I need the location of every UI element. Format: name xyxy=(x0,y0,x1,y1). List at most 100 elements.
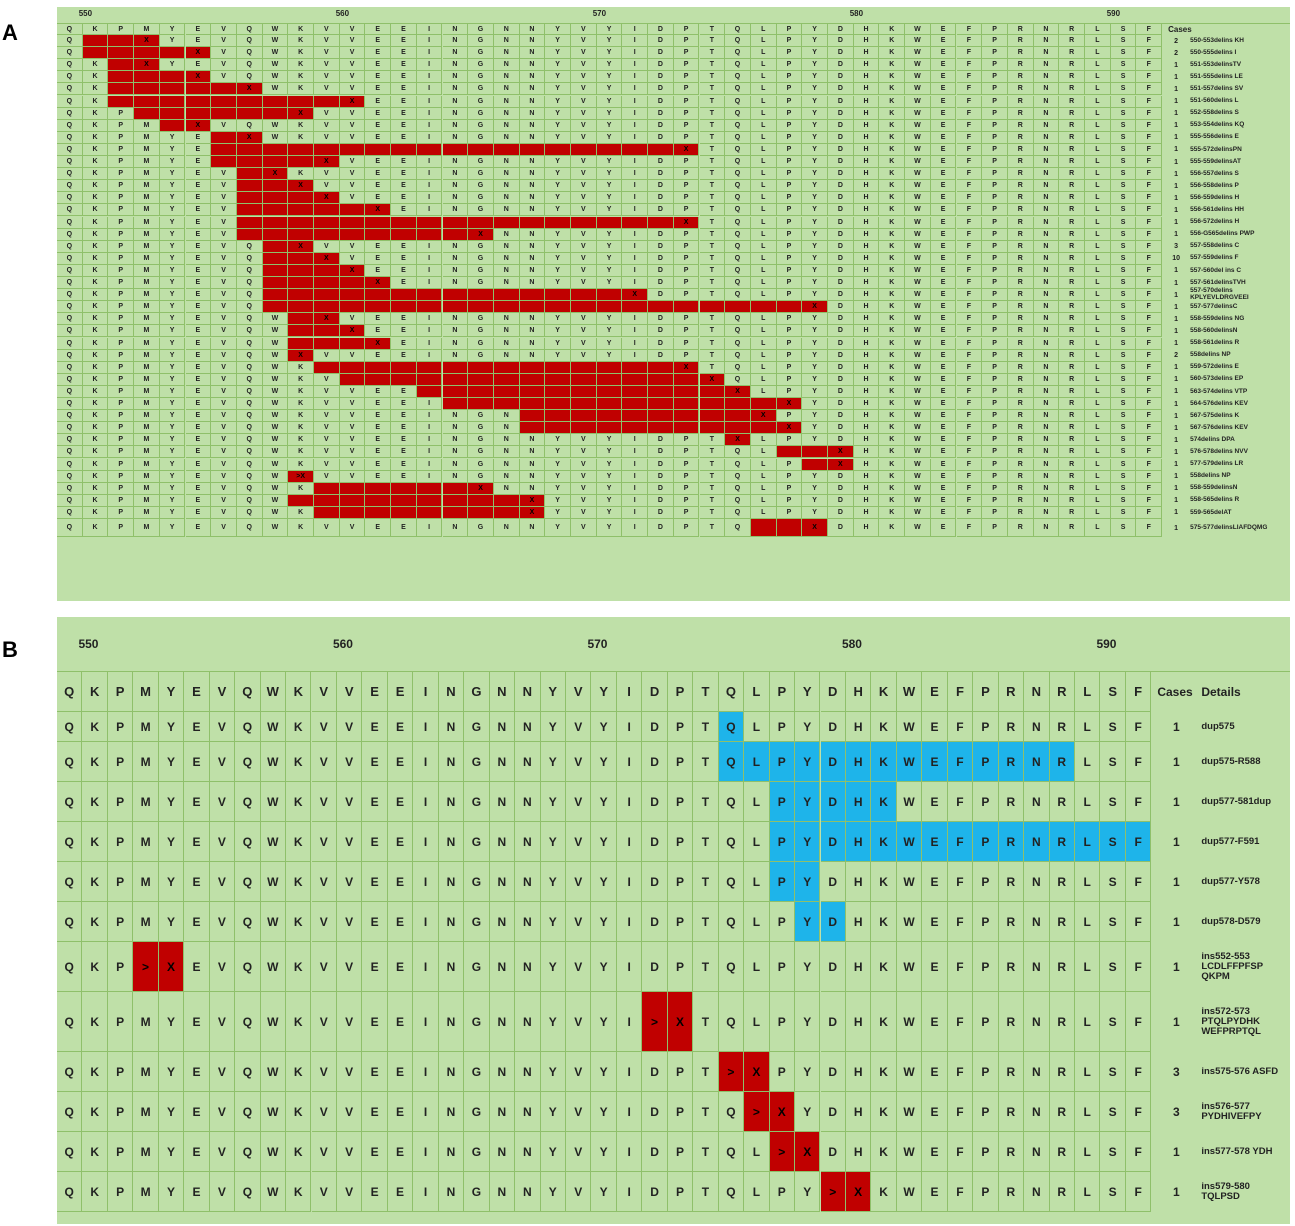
residue-cell: E xyxy=(185,434,212,447)
residue-cell: N xyxy=(493,156,520,169)
residue-cell: Q xyxy=(725,277,751,290)
deleted-residue: – xyxy=(519,410,546,423)
deleted-residue: – xyxy=(545,410,571,423)
residue-cell: P xyxy=(107,1092,134,1132)
residue-cell: E xyxy=(185,494,212,507)
residue-cell: V xyxy=(209,712,236,742)
residue-cell: Q xyxy=(57,277,83,290)
residue-cell: P xyxy=(776,506,803,519)
deleted-residue: – xyxy=(108,35,135,48)
residue-cell: Q xyxy=(725,458,751,471)
residue-cell: N xyxy=(515,822,541,862)
residue-cell: I xyxy=(616,822,643,862)
residue-cell: V xyxy=(566,782,592,822)
residue-cell: N xyxy=(442,240,469,253)
deleted-residue: – xyxy=(159,107,186,120)
residue-cell: V xyxy=(314,373,340,386)
residue-cell: Y xyxy=(545,252,571,265)
residue-cell: Q xyxy=(236,361,263,374)
deleted-residue: – xyxy=(108,95,135,108)
deleted-residue: – xyxy=(493,494,520,507)
residue-cell: Y xyxy=(159,385,186,398)
residue-cell: N xyxy=(442,35,469,48)
residue-cell: F xyxy=(1125,942,1152,992)
residue-cell: R xyxy=(1007,83,1034,96)
residue-cell: F xyxy=(956,385,983,398)
residue-cell: N xyxy=(1033,264,1060,277)
residue-cell: V xyxy=(311,742,337,782)
residue-cell: E xyxy=(930,83,957,96)
deleted-residue: – xyxy=(262,192,289,205)
residue-cell: F xyxy=(1136,119,1163,132)
residue-cell: N xyxy=(519,446,546,459)
residue-cell: Y xyxy=(540,822,566,862)
residue-cell: E xyxy=(362,942,388,992)
residue-cell: R xyxy=(1059,470,1085,483)
residue-cell: I xyxy=(622,252,649,265)
residue-cell: E xyxy=(185,240,212,253)
deleted-residue: X xyxy=(365,204,392,217)
residue-cell: H xyxy=(853,422,880,435)
residue-cell: E xyxy=(922,902,948,942)
residue-cell: H xyxy=(853,228,880,241)
residue-cell: Q xyxy=(57,119,83,132)
residue-cell: S xyxy=(1100,942,1126,992)
residue-cell: N xyxy=(489,1052,516,1092)
residue-cell: R xyxy=(1007,107,1034,120)
residue-cell: D xyxy=(828,337,854,350)
residue-cell: Q xyxy=(725,361,751,374)
residue-cell: Y xyxy=(540,1132,566,1172)
sequence-header-cell: N xyxy=(442,24,469,35)
deleted-residue: – xyxy=(673,410,700,423)
residue-cell: R xyxy=(1059,192,1085,205)
deleted-residue: – xyxy=(339,337,366,350)
residue-cell: E xyxy=(184,902,210,942)
deleted-residue: – xyxy=(288,95,314,108)
sequence-header-cell: W xyxy=(896,672,923,712)
sequence-header-cell: Y xyxy=(159,24,186,35)
residue-cell: F xyxy=(1136,325,1163,338)
residue-cell: Y xyxy=(159,216,186,229)
residue-cell: E xyxy=(930,373,957,386)
residue-cell: V xyxy=(211,47,237,60)
sequence-header-cell: N xyxy=(519,24,546,35)
residue-cell: F xyxy=(947,1172,974,1212)
residue-cell: E xyxy=(922,1092,948,1132)
residue-cell: E xyxy=(930,398,957,411)
header-divider xyxy=(57,671,1290,672)
residue-cell: E xyxy=(185,143,212,156)
residue-cell: Y xyxy=(159,422,186,435)
residue-cell: P xyxy=(107,942,134,992)
residue-cell: P xyxy=(108,519,135,538)
residue-cell: H xyxy=(853,83,880,96)
residue-cell: R xyxy=(1059,240,1085,253)
residue-cell: G xyxy=(468,337,494,350)
residue-cell: P xyxy=(973,1132,999,1172)
residue-cell: N xyxy=(519,47,546,60)
residue-cell: D xyxy=(820,992,846,1052)
residue-cell: Y xyxy=(795,1092,821,1132)
residue-cell: P xyxy=(108,422,135,435)
deleted-residue: – xyxy=(288,228,314,241)
residue-cell: E xyxy=(185,446,212,459)
residue-cell: P xyxy=(673,35,700,48)
residue-cell: V xyxy=(211,470,237,483)
deleted-residue: – xyxy=(339,373,366,386)
deleted-residue: – xyxy=(442,398,469,411)
duplicated-residue: P xyxy=(973,742,999,782)
residue-cell: Y xyxy=(158,1132,185,1172)
residue-cell: H xyxy=(853,252,880,265)
residue-cell: Y xyxy=(802,107,828,120)
residue-cell: I xyxy=(413,742,439,782)
residue-cell: V xyxy=(339,119,366,132)
residue-cell: P xyxy=(673,325,700,338)
residue-cell: Y xyxy=(596,494,623,507)
residue-cell: L xyxy=(1085,216,1111,229)
residue-cell: L xyxy=(1085,228,1111,241)
residue-cell: Q xyxy=(236,470,263,483)
sequence-header-cell: K xyxy=(879,24,906,35)
residue-cell: M xyxy=(134,252,160,265)
residue-cell: V xyxy=(211,458,237,471)
cases-count: 1 xyxy=(1174,340,1179,348)
sequence-header-cell: K xyxy=(871,672,897,712)
